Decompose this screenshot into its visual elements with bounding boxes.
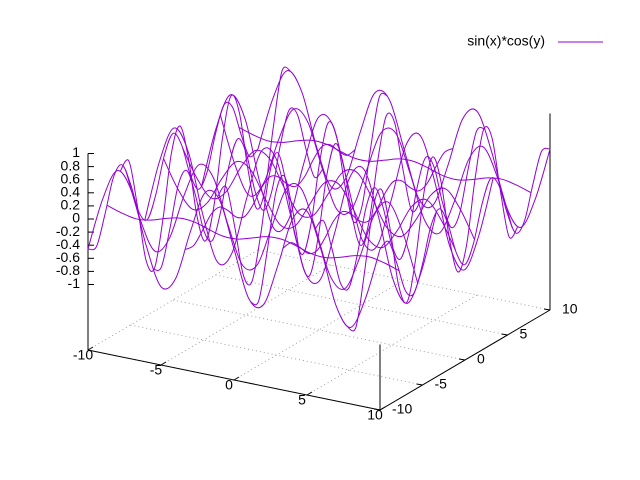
z-tick-label: -0.6 bbox=[56, 249, 80, 265]
y-tick-label: 5 bbox=[520, 326, 528, 342]
surface-line bbox=[347, 126, 518, 332]
x-tick-label: 5 bbox=[298, 392, 306, 408]
y-tick-label: 0 bbox=[477, 351, 485, 367]
grid-line bbox=[233, 279, 405, 381]
y-tick-label: 10 bbox=[562, 301, 578, 317]
x-tick bbox=[87, 346, 94, 351]
surface-line bbox=[257, 70, 551, 228]
surface-line bbox=[106, 204, 400, 272]
surface-line bbox=[238, 126, 532, 194]
z-tick-label: 0.6 bbox=[61, 170, 81, 186]
z-tick-label: 0 bbox=[72, 210, 80, 226]
z-tick-label: -1 bbox=[68, 275, 81, 291]
x-tick bbox=[233, 376, 240, 381]
x-tick-label: 0 bbox=[225, 377, 233, 393]
grid-line bbox=[172, 299, 466, 361]
grid-line bbox=[160, 264, 332, 366]
legend-label: sin(x)*cos(y) bbox=[467, 33, 545, 49]
grid-line bbox=[215, 274, 508, 336]
z-tick-label: -0.2 bbox=[56, 223, 80, 239]
x-tick bbox=[379, 406, 386, 411]
surface-line bbox=[163, 158, 457, 251]
surface-line bbox=[152, 107, 324, 271]
surface-line bbox=[379, 147, 551, 297]
x-tick-label: -10 bbox=[73, 347, 93, 363]
y-tick-label: -10 bbox=[392, 401, 412, 417]
surface-line bbox=[200, 94, 494, 271]
surface-line bbox=[181, 147, 475, 240]
surface-line bbox=[217, 92, 388, 286]
y-tick bbox=[416, 383, 423, 386]
y-tick bbox=[373, 408, 381, 411]
z-tick-label: 0.8 bbox=[61, 157, 81, 173]
surface-line bbox=[120, 66, 291, 272]
z-tick-label: -0.4 bbox=[56, 236, 80, 252]
grid-line bbox=[87, 249, 259, 351]
grid-line bbox=[306, 294, 478, 396]
x-tick bbox=[160, 361, 167, 366]
surface-line bbox=[314, 127, 486, 291]
surface-line bbox=[87, 101, 259, 251]
y-tick bbox=[543, 308, 551, 311]
z-tick-label: -0.8 bbox=[56, 262, 80, 278]
surface-line bbox=[125, 163, 419, 290]
x-tick-label: -5 bbox=[150, 362, 163, 378]
surface-line bbox=[250, 112, 421, 306]
grid-line bbox=[130, 324, 423, 386]
z-tick-label: 0.4 bbox=[61, 184, 81, 200]
x-tick-label: 10 bbox=[367, 407, 383, 423]
surface-line bbox=[185, 143, 356, 250]
y-tick bbox=[501, 333, 508, 336]
y-tick bbox=[458, 358, 466, 361]
z-tick-label: 0.2 bbox=[61, 197, 81, 213]
y-tick-label: -5 bbox=[435, 376, 448, 392]
grid-line bbox=[257, 249, 551, 311]
z-tick-label: 1 bbox=[72, 144, 80, 160]
x-tick bbox=[306, 391, 313, 396]
surface-line bbox=[219, 108, 513, 235]
